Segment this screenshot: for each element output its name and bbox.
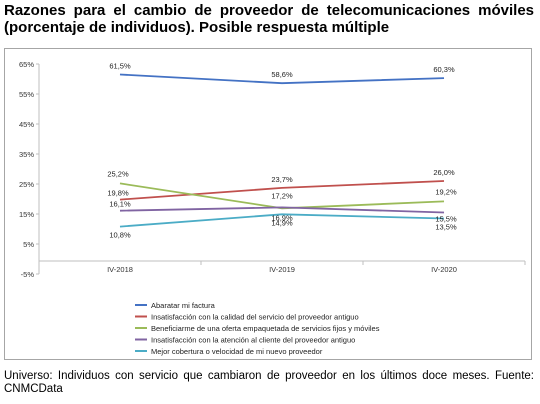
legend-entry: Insatisfacción con la calidad del servic… bbox=[151, 312, 359, 321]
y-tick-label: 55% bbox=[19, 90, 34, 99]
legend-entry: Insatisfacción con la atención al client… bbox=[151, 335, 355, 344]
data-label: 17,2% bbox=[271, 191, 293, 200]
y-tick-label: 35% bbox=[19, 150, 34, 159]
y-axis: -5% 5% 15% 25% 35% 45% 55% 65% bbox=[19, 60, 40, 279]
data-label: 10,8% bbox=[109, 231, 131, 240]
data-label: 58,6% bbox=[271, 70, 293, 79]
data-label: 14,9% bbox=[271, 218, 293, 227]
data-label: 16,9% bbox=[271, 213, 293, 222]
x-tick-label: IV-2019 bbox=[269, 265, 295, 274]
x-tick-label: IV-2020 bbox=[431, 265, 457, 274]
data-label: 16,1% bbox=[109, 200, 131, 209]
y-tick-label: 25% bbox=[19, 180, 34, 189]
data-labels: 61,5% 58,6% 60,3% 19,8% 23,7% 26,0% 25,2% 16,9%… bbox=[107, 62, 457, 240]
x-axis: IV-2018 IV-2019 IV-2020 bbox=[38, 260, 526, 274]
legend-entry: Abaratar mi factura bbox=[151, 301, 216, 310]
x-tick-label: IV-2018 bbox=[107, 265, 133, 274]
series-lines bbox=[119, 73, 445, 228]
data-label: 60,3% bbox=[433, 65, 455, 74]
data-label: 25,2% bbox=[107, 169, 129, 178]
data-label: 61,5% bbox=[109, 62, 131, 71]
data-label: 23,7% bbox=[271, 175, 293, 184]
footnote: Universo: Individuos con servicio que ca… bbox=[4, 370, 534, 395]
data-label: 19,2% bbox=[435, 187, 457, 196]
data-label: 15,5% bbox=[435, 215, 457, 224]
legend-entry: Beneficiarme de una oferta empaquetada d… bbox=[151, 324, 380, 333]
chart-area: -5% 5% 15% 25% 35% 45% 55% 65% IV-2018 IV-2019 IV… bbox=[4, 48, 532, 360]
y-tick-label: 45% bbox=[19, 120, 34, 129]
line-chart: -5%5%15%25%35%45%55%65% IV-2018 IV-2019 IV… bbox=[19, 60, 526, 356]
y-tick-label: -5% bbox=[21, 270, 35, 279]
legend-entry: Mejor cobertura o velocidad de mi nuevo … bbox=[151, 347, 323, 356]
legend: Abaratar mi factura Insatisfacción con la… bbox=[135, 301, 380, 356]
data-label: 13,5% bbox=[435, 223, 457, 232]
y-tick-label: 65% bbox=[19, 60, 34, 69]
data-label: 19,8% bbox=[107, 189, 129, 198]
series-line bbox=[119, 206, 445, 214]
chart-title: Razones para el cambio de proveedor de t… bbox=[4, 2, 534, 36]
data-label: 26,0% bbox=[433, 168, 455, 177]
y-tick-label: 5% bbox=[23, 240, 34, 249]
y-tick-label: 15% bbox=[19, 210, 34, 219]
